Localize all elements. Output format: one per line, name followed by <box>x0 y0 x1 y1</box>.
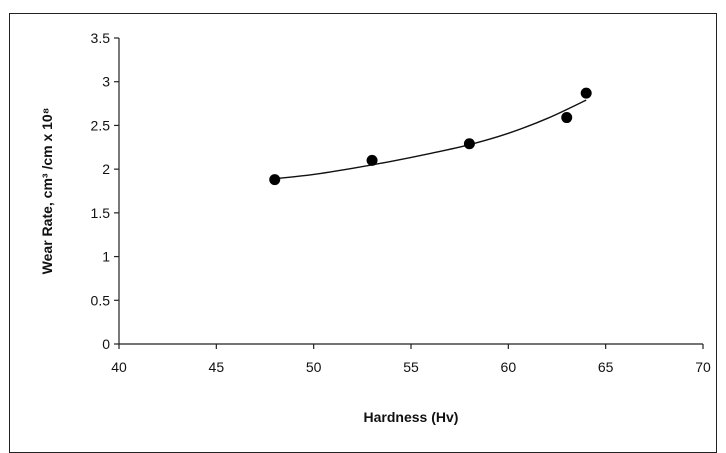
x-tick-label: 60 <box>501 359 517 375</box>
data-point <box>366 154 378 166</box>
trendline <box>274 99 587 180</box>
data-point <box>269 174 281 186</box>
chart-frame <box>9 13 717 453</box>
data-point <box>561 112 573 124</box>
x-tick-label: 70 <box>695 359 711 375</box>
y-tick-label: 1 <box>102 249 110 265</box>
y-tick-label: 2 <box>102 161 110 177</box>
y-ticks: 0 0.5 1 1.5 2 2.5 3 3.5 <box>91 30 119 352</box>
x-axis-title: Hardness (Hv) <box>364 409 459 425</box>
y-tick-label: 2.5 <box>91 117 111 133</box>
data-point <box>463 138 475 150</box>
y-tick-label: 0 <box>102 336 110 352</box>
y-tick-label: 3.5 <box>91 30 111 46</box>
data-points <box>269 87 592 186</box>
y-tick-label: 3 <box>102 74 110 90</box>
x-ticks: 40 45 50 55 60 65 70 <box>111 344 711 375</box>
x-tick-label: 40 <box>111 359 127 375</box>
x-tick-label: 65 <box>598 359 614 375</box>
y-tick-label: 0.5 <box>91 292 111 308</box>
y-axis-title: Wear Rate, cm³ /cm x 10⁸ <box>39 108 55 275</box>
data-point <box>580 87 592 99</box>
x-tick-label: 45 <box>209 359 225 375</box>
x-tick-label: 55 <box>403 359 419 375</box>
x-tick-label: 50 <box>306 359 322 375</box>
y-tick-label: 1.5 <box>91 205 111 221</box>
